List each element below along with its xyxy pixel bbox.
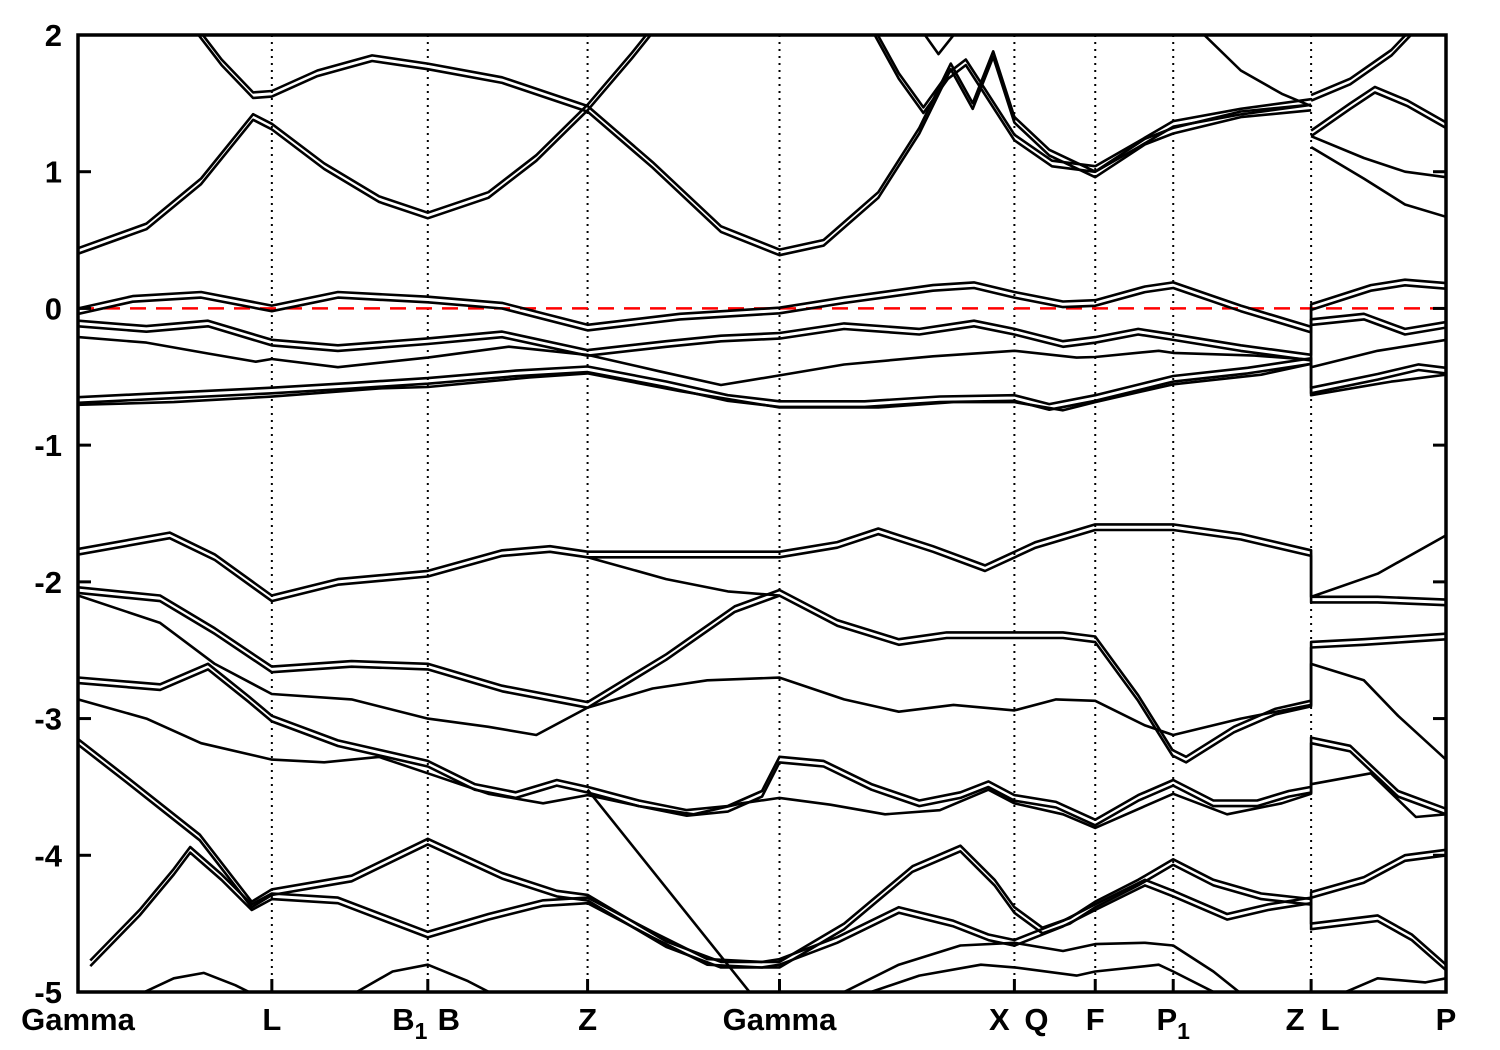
band-curve-cond-gamma-arc-2	[78, 35, 653, 256]
band-curve-cond-LP-rise-1	[1310, 35, 1408, 97]
x-axis-label-Z-4: Z	[578, 1002, 597, 1037]
band-curve-val-bottom-fan-2	[866, 963, 1217, 992]
y-tick-label--2: -2	[34, 565, 62, 600]
band-curve-val-mid-1-2	[78, 668, 1446, 827]
band-curve-cond-top-mid-2	[873, 35, 1312, 174]
x-axis-label-Q-7: Q	[1024, 1002, 1048, 1037]
band-curve-cond-gamma-arc-1	[78, 35, 648, 250]
band-curve-val-deep-1-2	[78, 743, 1446, 969]
x-axis-label-L-11: L	[1321, 1002, 1340, 1037]
band-curve-val-bottom-arch-1	[141, 971, 252, 992]
band-curve-val-deep-2-2	[89, 851, 1446, 972]
band-curve-cond-top-mid-1	[876, 35, 1312, 168]
x-axis-label-B-3: B	[438, 1002, 460, 1037]
band-curve-val-bottom-fan-1	[841, 941, 1242, 992]
band-curve-val-bottom-right-arch	[1342, 977, 1446, 992]
band-curve-val-top-flat-1	[78, 523, 1446, 601]
band-curve-val-mid-2	[78, 698, 1446, 830]
band-curve-cond-top-notch	[923, 35, 956, 56]
y-tick-label-2: 2	[45, 18, 62, 53]
band-curve-val-hump-1-1	[78, 586, 1446, 759]
band-curve-cond-LP-hump-1	[1310, 85, 1446, 132]
band-curve-val-LP-rise	[1310, 534, 1446, 599]
band-curve-val-deep-1-1	[78, 737, 1446, 964]
band-curve-fermi-band-3	[78, 335, 1446, 387]
band-curve-val-z-split	[587, 555, 780, 597]
x-axis-label-P1-9: P1	[1156, 1002, 1190, 1044]
x-axis-label-P-12: P	[1436, 1002, 1457, 1037]
band-curve-val-hump-1-2	[78, 591, 1446, 764]
y-tick-label-0: 0	[45, 291, 62, 326]
x-axis-label-subscript: 1	[1177, 1018, 1190, 1044]
band-curve-cond-LP-fall-1	[1310, 134, 1446, 179]
band-curves	[78, 35, 1446, 992]
band-curve-val-top-flat-2	[78, 528, 1446, 607]
band-curve-val-hump-2	[78, 594, 1446, 761]
band-curve-val-mid-1-1	[78, 662, 1446, 821]
x-axis-label-Z-10: Z	[1286, 1002, 1305, 1037]
band-curve-cond-steep-L-1	[201, 35, 1312, 251]
band-curve-fermi-band-5	[78, 362, 1446, 412]
band-curve-cond-LP-hump-2	[1310, 91, 1446, 138]
plot-border	[76, 33, 1448, 994]
band-curve-cond-LP-rise-2	[1310, 35, 1413, 102]
x-axis-label-B1-2: B1	[392, 1002, 427, 1044]
x-axis-label-Gamma-5: Gamma	[723, 1002, 837, 1037]
band-curve-fermi-band-2-1	[78, 312, 1446, 357]
x-axis-label-L-1: L	[262, 1002, 281, 1037]
band-curve-val-diagonal	[586, 788, 752, 992]
band-curve-val-deep-2-1	[89, 845, 1446, 966]
y-tick-label--3: -3	[34, 702, 62, 737]
y-tick-label-1: 1	[45, 155, 62, 190]
band-curve-fermi-band-4-1	[78, 357, 1446, 406]
band-curve-cond-steep-L-2	[196, 35, 1312, 257]
band-curve-fermi-band-1-1	[78, 278, 1446, 329]
x-axis-label-Gamma-0: Gamma	[21, 1002, 135, 1037]
band-curve-cond-LP-fall-2	[1310, 145, 1446, 219]
band-curve-val-bottom-arch-2	[354, 963, 492, 992]
y-tick-label--1: -1	[34, 428, 62, 463]
y-tick-label--4: -4	[34, 838, 62, 873]
y-tick-label--5: -5	[34, 975, 62, 1010]
x-axis-label-subscript: 1	[415, 1018, 428, 1044]
x-axis-label-F-8: F	[1086, 1002, 1105, 1037]
x-axis-label-X-6: X	[989, 1002, 1010, 1037]
band-curve-cond-top-right-steep	[1202, 35, 1312, 108]
